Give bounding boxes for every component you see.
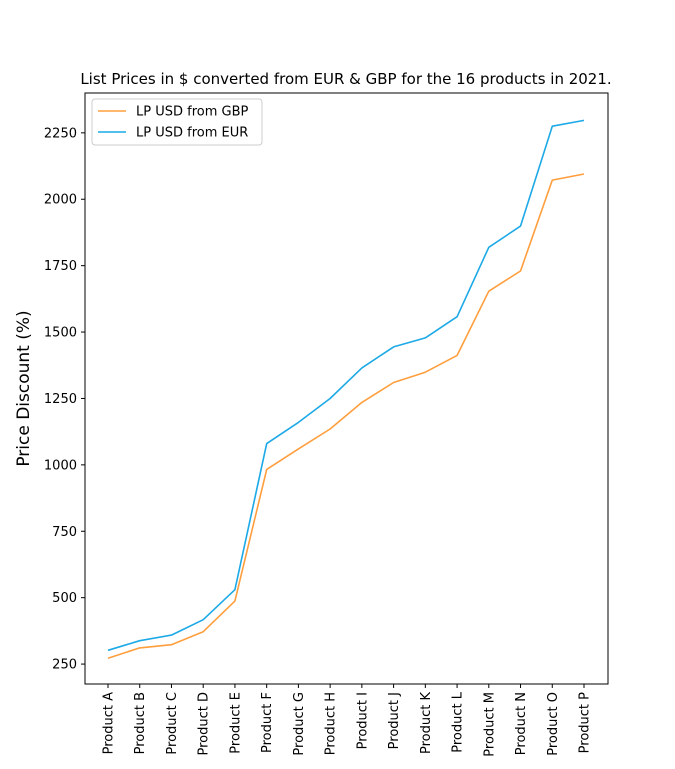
- x-tick-label: Product A: [102, 692, 117, 754]
- y-tick-label: 750: [52, 525, 77, 540]
- series-line-eur: [107, 119, 585, 652]
- y-tick-label: 2250: [44, 126, 77, 141]
- x-tick-label: Product J: [387, 692, 402, 749]
- y-tick-label: 2000: [44, 193, 77, 208]
- x-tick-label: Product G: [292, 692, 307, 756]
- legend-label: LP USD from EUR: [136, 126, 248, 141]
- legend: LP USD from GBP LP USD from EUR: [91, 98, 263, 146]
- y-tick-label: 500: [52, 591, 77, 606]
- x-tick-label: Product E: [228, 692, 243, 754]
- x-tick-label: Product K: [419, 692, 434, 754]
- chart-title: List Prices in $ converted from EUR & GB…: [80, 70, 611, 88]
- axis-ticks: 250 500 750 1000 1250 1500 1750 2000 2250 Product…: [44, 126, 593, 756]
- y-tick-label: 1000: [44, 458, 77, 473]
- y-tick-label: 1500: [44, 326, 77, 341]
- y-tick-label: 250: [52, 658, 77, 673]
- y-axis-label: Price Discount (%): [14, 310, 34, 466]
- plot-frame: [84, 92, 609, 685]
- x-tick-label: Product H: [324, 692, 339, 755]
- x-tick-label: Product P: [578, 692, 593, 753]
- x-tick-label: Product N: [514, 692, 529, 755]
- x-tick-label: Product M: [482, 692, 497, 757]
- series-lines: [107, 119, 585, 659]
- series-line-gbp: [107, 173, 585, 659]
- x-tick-label: Product D: [197, 692, 212, 756]
- y-tick-label: 1750: [44, 259, 77, 274]
- x-tick-label: Product C: [165, 692, 180, 755]
- x-tick-label: Product I: [355, 692, 370, 749]
- legend-box: [91, 98, 263, 146]
- y-tick-label: 1250: [44, 392, 77, 407]
- x-tick-label: Product L: [451, 691, 466, 752]
- x-tick-label: Product B: [133, 692, 148, 754]
- x-tick-label: Product F: [260, 692, 275, 753]
- legend-label: LP USD from GBP: [136, 105, 249, 120]
- x-tick-label: Product O: [546, 692, 561, 756]
